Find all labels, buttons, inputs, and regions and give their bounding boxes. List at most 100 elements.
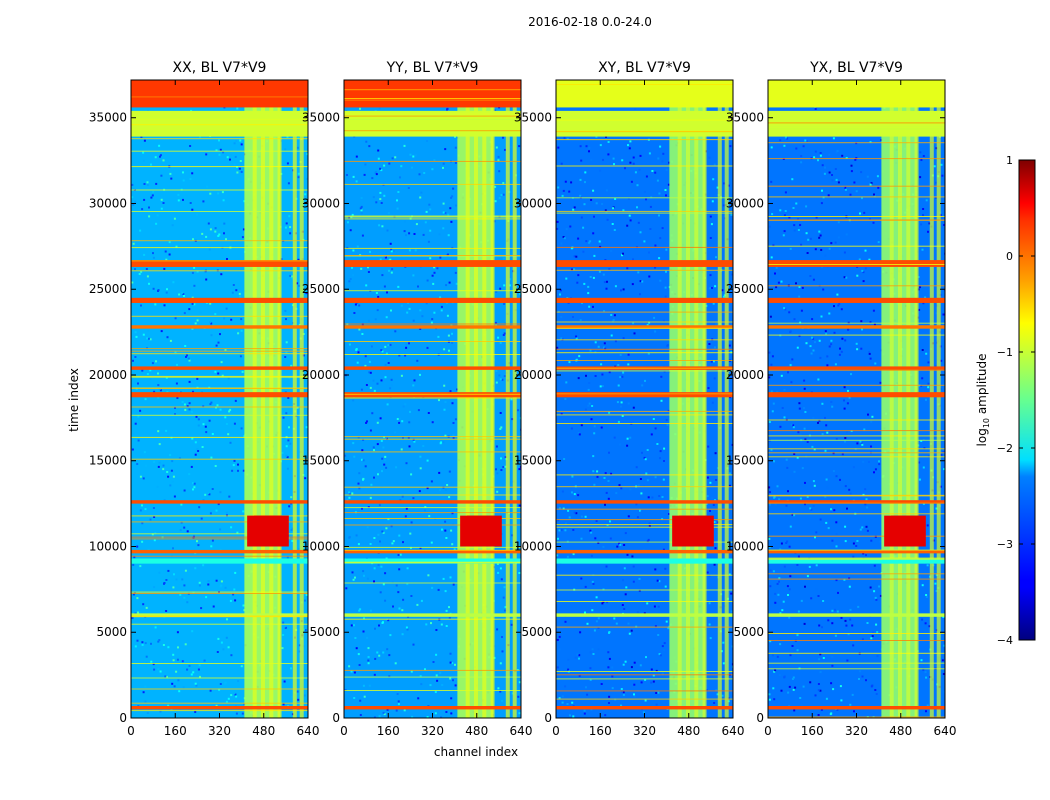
heatmap-speckle (173, 685, 176, 688)
heatmap-speckle (424, 506, 427, 508)
heatmap-speckle (776, 485, 779, 488)
heatmap-speckle (427, 574, 430, 577)
heatmap-speckle (444, 434, 447, 437)
heatmap-time-line (131, 436, 308, 438)
heatmap-speckle (923, 447, 926, 450)
heatmap-speckle (183, 596, 186, 599)
heatmap-speckle (240, 318, 243, 321)
heatmap-speckle (779, 416, 782, 419)
heatmap-channel-stripe (936, 80, 941, 718)
heatmap-speckle (835, 475, 838, 478)
heatmap-speckle (208, 493, 211, 496)
heatmap-speckle (402, 598, 405, 601)
heatmap-speckle (821, 433, 824, 435)
heatmap-speckle (173, 495, 176, 498)
heatmap-speckle (935, 181, 937, 184)
heatmap-speckle (632, 258, 634, 261)
heatmap-speckle (240, 427, 243, 430)
heatmap-speckle (188, 308, 191, 311)
heatmap-speckle (728, 525, 731, 528)
heatmap-speckle (289, 232, 292, 235)
heatmap-speckle (211, 539, 214, 542)
heatmap-speckle (615, 492, 618, 495)
heatmap-speckle (604, 472, 607, 475)
heatmap-speckle (593, 432, 596, 435)
heatmap-speckle (381, 225, 384, 228)
heatmap-speckle (176, 396, 179, 399)
heatmap-speckle (637, 271, 640, 274)
heatmap-speckle (647, 496, 650, 499)
heatmap-speckle (348, 491, 350, 494)
heatmap-speckle (424, 668, 426, 671)
heatmap-speckle (306, 153, 308, 156)
heatmap-speckle (918, 478, 921, 481)
heatmap-speckle (793, 229, 796, 232)
heatmap-speckle (447, 334, 450, 337)
heatmap-speckle (624, 532, 627, 535)
heatmap-speckle (557, 537, 559, 540)
heatmap-speckle (366, 636, 369, 639)
heatmap-speckle (203, 659, 206, 662)
heatmap-channel-stripe (277, 80, 282, 718)
heatmap-speckle (164, 675, 167, 678)
heatmap-speckle (571, 475, 574, 478)
heatmap-speckle (511, 268, 514, 271)
heatmap-speckle (134, 331, 137, 334)
heatmap-speckle (215, 579, 218, 582)
heatmap-speckle (380, 565, 383, 568)
heatmap-speckle (639, 478, 642, 480)
heatmap-speckle (821, 164, 824, 167)
heatmap-speckle (177, 646, 179, 649)
heatmap-speckle (809, 507, 812, 510)
heatmap-speckle (616, 545, 619, 548)
heatmap-speckle (835, 438, 838, 441)
heatmap-speckle (577, 274, 580, 277)
heatmap-speckle (209, 192, 212, 195)
heatmap-speckle (504, 606, 507, 608)
heatmap-speckle (221, 191, 224, 194)
heatmap-speckle (861, 269, 864, 272)
heatmap-speckle (789, 247, 792, 250)
heatmap-speckle (629, 219, 632, 222)
heatmap-speckle (178, 457, 181, 460)
heatmap-speckle (165, 579, 168, 581)
heatmap-speckle (773, 460, 775, 463)
heatmap-speckle (427, 412, 430, 414)
heatmap-speckle (167, 569, 170, 572)
heatmap-time-line (131, 538, 308, 540)
heatmap-speckle (716, 186, 719, 189)
heatmap-speckle (192, 671, 195, 674)
heatmap-speckle (146, 337, 149, 340)
heatmap-speckle (922, 502, 925, 505)
heatmap-speckle (577, 377, 580, 380)
heatmap-speckle (367, 266, 369, 269)
heatmap-speckle (769, 569, 772, 572)
heatmap-speckle (285, 222, 288, 225)
panel-2: XY, BL V7*V90 160 320 480 640050001000015000… (514, 60, 745, 738)
heatmap-speckle (394, 431, 397, 434)
heatmap-time-line (768, 128, 945, 130)
heatmap-time-line (768, 126, 945, 127)
heatmap-speckle (164, 250, 167, 253)
heatmap-speckle (411, 715, 414, 718)
heatmap-speckle (640, 681, 643, 684)
heatmap-speckle (658, 192, 661, 195)
heatmap-speckle (381, 350, 384, 353)
heatmap-speckle (729, 145, 732, 148)
heatmap-speckle (831, 664, 834, 667)
heatmap-speckle (645, 198, 647, 201)
heatmap-speckle (227, 697, 230, 700)
heatmap-speckle (558, 648, 561, 651)
heatmap-speckle (449, 390, 452, 393)
heatmap-speckle (833, 509, 836, 512)
heatmap-speckle (191, 437, 194, 440)
heatmap-time-line (131, 240, 308, 242)
heatmap-speckle (363, 695, 366, 698)
heatmap-speckle (379, 417, 382, 420)
heatmap-speckle (654, 330, 657, 333)
heatmap-speckle (136, 639, 139, 642)
heatmap-speckle (809, 237, 812, 240)
heatmap-speckle (556, 638, 559, 641)
heatmap-time-band (768, 260, 945, 267)
heatmap-speckle (788, 216, 791, 219)
